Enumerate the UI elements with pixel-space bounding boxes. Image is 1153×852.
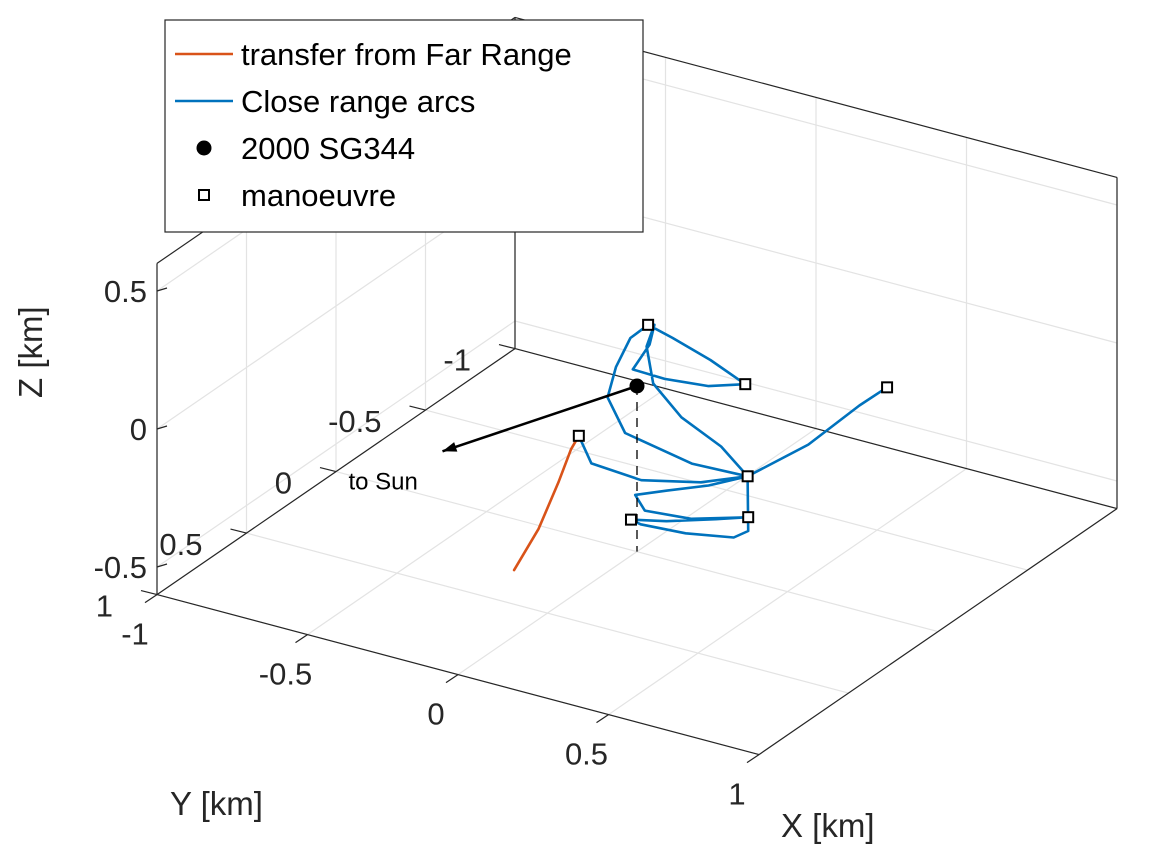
x-axis-label: X [km] — [781, 807, 875, 844]
y-tick-mark — [230, 528, 247, 534]
manoeuvre-marker — [624, 513, 637, 526]
y-tick-label: 0 — [275, 466, 292, 501]
legend-square-swatch — [198, 189, 210, 201]
x-tick-label: 1 — [728, 777, 745, 812]
y-tick-mark — [319, 467, 337, 473]
legend-box — [164, 19, 644, 233]
x-tick-mark — [295, 634, 308, 644]
z-tick-mark — [156, 563, 168, 568]
sun-direction-arrow — [442, 384, 638, 453]
grid-line — [246, 532, 849, 694]
grid-line — [514, 320, 1118, 482]
manoeuvre-marker — [642, 318, 655, 331]
legend-label: manoeuvre — [241, 178, 396, 213]
plot-series — [512, 323, 889, 572]
annotation-label: to Sun — [348, 468, 417, 495]
y-tick-mark — [498, 344, 516, 350]
manoeuvre-marker — [572, 429, 585, 442]
legend-label: 2000 SG344 — [241, 131, 415, 166]
tick-labels: -1-0.500.51-1-0.500.51-0.500.5 — [94, 274, 760, 812]
x-tick-mark — [445, 674, 459, 684]
grid-line — [425, 409, 1028, 571]
legend: transfer from Far Range Close range arcs 2… — [164, 19, 644, 233]
axes-edge — [514, 348, 1118, 510]
series-line-close-range-arcs — [577, 323, 889, 539]
y-axis-label: Y [km] — [170, 785, 263, 822]
x-tick-mark — [144, 594, 158, 604]
plot-markers — [572, 318, 894, 526]
manoeuvre-marker — [741, 470, 754, 483]
x-tick-mark — [596, 714, 609, 724]
legend-label: Close range arcs — [241, 84, 475, 119]
axis-labels: X [km] Y [km] Z [km] — [12, 306, 875, 844]
legend-label: transfer from Far Range — [241, 37, 572, 72]
z-axis-label: Z [km] — [12, 306, 49, 398]
grid-line — [156, 320, 516, 568]
y-tick-label: -0.5 — [328, 404, 381, 439]
z-tick-label: -0.5 — [94, 550, 147, 585]
arrow-head — [442, 442, 458, 452]
y-tick-mark — [409, 405, 426, 411]
y-tick-mark — [140, 590, 158, 596]
axes-edge — [758, 508, 1118, 756]
z-tick-label: 0 — [130, 412, 147, 447]
y-tick-label: -1 — [443, 343, 471, 378]
x-tick-label: -1 — [121, 617, 149, 652]
y-tick-label: 0.5 — [159, 527, 202, 562]
manoeuvre-marker — [739, 378, 752, 391]
x-tick-mark — [746, 754, 760, 764]
x-tick-label: 0.5 — [565, 737, 608, 772]
series-line-transfer-from-far-range — [512, 434, 581, 572]
annotations: to Sun — [348, 384, 638, 552]
manoeuvre-marker — [881, 381, 894, 394]
z-tick-label: 0.5 — [104, 274, 147, 309]
manoeuvre-marker — [742, 511, 755, 524]
z-tick-mark — [156, 287, 168, 292]
x-tick-label: -0.5 — [259, 657, 312, 692]
y-tick-label: 1 — [96, 589, 113, 624]
legend-circle-swatch — [196, 140, 212, 156]
z-tick-mark — [156, 425, 168, 430]
x-tick-label: 0 — [427, 697, 444, 732]
